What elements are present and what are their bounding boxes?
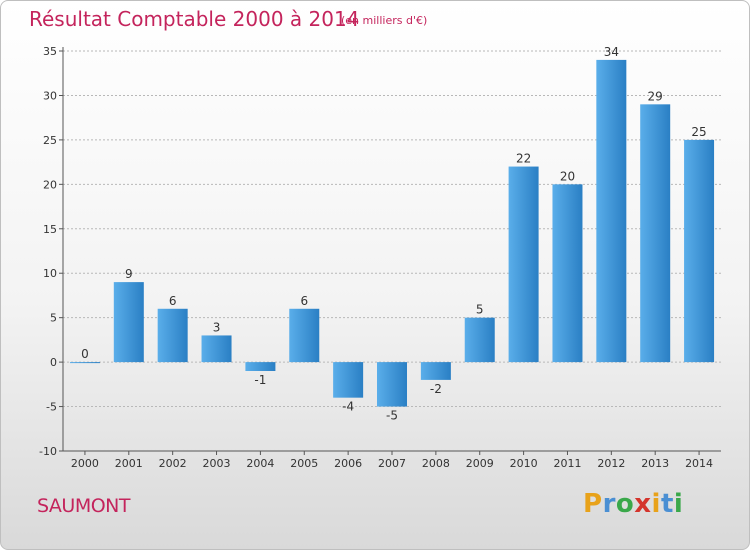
logo-letter: P	[583, 489, 603, 519]
bar	[684, 139, 715, 363]
bar	[420, 362, 451, 380]
y-tick-label: 20	[43, 178, 57, 191]
data-label: 29	[648, 89, 663, 103]
data-label: 6	[300, 294, 308, 308]
plot-area: -10 -5 0 5 10 15 20 25 30 35 0 2000 9 2001 6 2002 3 2003 -…	[39, 45, 721, 470]
x-tick-label: 2005	[290, 457, 318, 470]
x-tick-label: 2008	[422, 457, 450, 470]
data-label: 0	[81, 347, 89, 361]
x-tick-label: 2001	[115, 457, 143, 470]
data-label: 9	[125, 267, 133, 281]
data-label: 6	[169, 294, 177, 308]
bar	[464, 317, 495, 363]
logo-letter: t	[660, 489, 674, 519]
logo-letter: o	[615, 489, 635, 519]
x-tick-label: 2013	[641, 457, 669, 470]
data-label: 20	[560, 169, 575, 183]
x-tick-label: 2000	[71, 457, 99, 470]
data-label: 3	[213, 320, 221, 334]
commune-name: SAUMONT	[37, 495, 130, 517]
data-label: -1	[254, 373, 266, 387]
bar	[508, 166, 539, 363]
chart-subtitle: (en milliers d'€)	[341, 14, 428, 27]
data-label: -4	[342, 400, 354, 414]
bar	[201, 335, 232, 363]
bar	[157, 308, 188, 363]
y-tick-label: 25	[43, 134, 57, 147]
bar	[113, 282, 144, 363]
logo-letter: i	[651, 489, 661, 519]
proxiti-logo: Proxiti	[583, 489, 683, 519]
bar	[69, 362, 100, 364]
y-tick-label: 15	[43, 223, 57, 236]
y-tick-label: 0	[50, 356, 57, 369]
x-tick-label: 2009	[466, 457, 494, 470]
x-tick-label: 2014	[685, 457, 713, 470]
bar	[596, 59, 627, 363]
logo-letter: r	[602, 489, 616, 519]
bar	[377, 362, 407, 407]
bar	[333, 362, 364, 398]
y-tick-label: -5	[46, 401, 57, 414]
data-label: -5	[386, 409, 398, 423]
x-tick-label: 2002	[159, 457, 187, 470]
y-tick-label: -10	[39, 445, 57, 458]
data-label: 34	[604, 45, 619, 59]
data-label: 25	[691, 125, 706, 139]
y-tick-label: 30	[43, 89, 57, 102]
x-tick-label: 2011	[553, 457, 581, 470]
x-tick-label: 2012	[597, 457, 625, 470]
x-tick-label: 2004	[246, 457, 274, 470]
y-tick-label: 10	[43, 267, 57, 280]
bar	[552, 184, 583, 363]
logo-letter: i	[673, 489, 684, 519]
x-tick-label: 2007	[378, 457, 406, 470]
data-label: 22	[516, 152, 531, 166]
x-tick-label: 2006	[334, 457, 362, 470]
bar	[245, 362, 276, 371]
bar	[640, 104, 671, 363]
data-label: 5	[476, 303, 484, 317]
bar	[289, 308, 320, 363]
chart-title: Résultat Comptable 2000 à 2014	[29, 7, 360, 31]
y-tick-label: 35	[43, 45, 57, 58]
logo-letter: x	[634, 489, 652, 519]
x-tick-label: 2010	[510, 457, 538, 470]
y-tick-label: 5	[50, 312, 57, 325]
x-tick-label: 2003	[203, 457, 231, 470]
data-label: -2	[430, 382, 442, 396]
